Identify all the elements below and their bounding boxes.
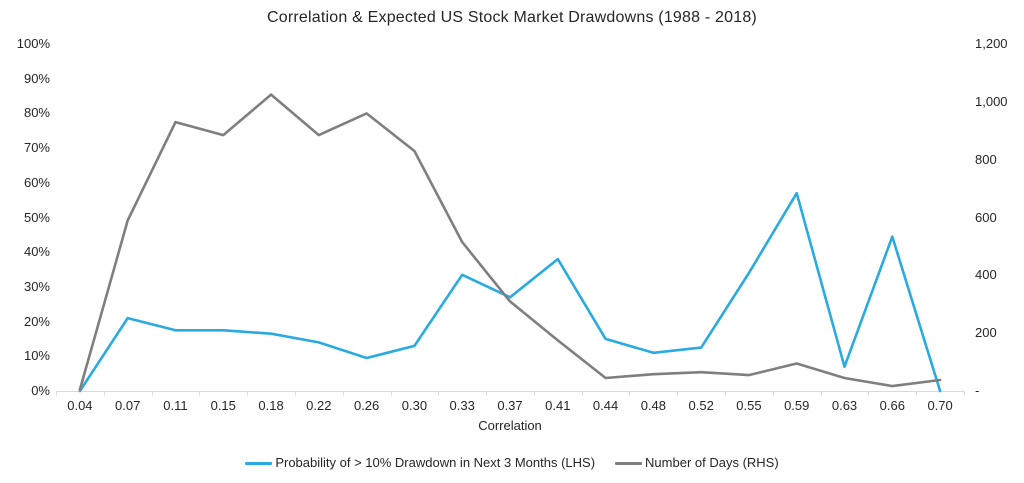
left-axis-tick-label: 90% [23, 70, 50, 86]
left-axis-tick-label: 10% [23, 348, 50, 364]
left-axis-tick-label: 0% [31, 383, 50, 398]
x-axis-tick-label: 0.18 [258, 398, 284, 413]
left-axis-tick-label: 70% [23, 140, 50, 156]
right-axis-tick-label: 1,000 [975, 93, 1008, 109]
x-axis-tick-label: 0.70 [927, 398, 953, 413]
x-axis-tick-label: 0.59 [784, 398, 810, 413]
legend-item-probability: Probability of > 10% Drawdown in Next 3 … [245, 455, 595, 471]
x-axis-tick-label: 0.41 [545, 398, 571, 413]
legend: Probability of > 10% Drawdown in Next 3 … [0, 455, 1024, 471]
chart-title: Correlation & Expected US Stock Market D… [267, 9, 757, 26]
x-axis-tick-label: 0.04 [67, 398, 93, 413]
x-axis-tick-label: 0.52 [688, 398, 714, 413]
x-axis-tick-label: 0.30 [401, 398, 428, 413]
x-axis-tick-label: 0.33 [449, 398, 475, 413]
x-axis-tick-label: 0.63 [831, 398, 858, 413]
series-line-1 [78, 93, 942, 391]
left-axis-tick-label: 100% [16, 36, 50, 51]
right-axis-tick-label: - [975, 383, 980, 398]
legend-label-days: Number of Days (RHS) [645, 455, 779, 470]
legend-label-probability: Probability of > 10% Drawdown in Next 3 … [275, 455, 596, 470]
x-axis-tick-label: 0.55 [736, 398, 762, 413]
left-axis-tick-label: 60% [23, 174, 50, 190]
x-axis-tick-label: 0.48 [640, 398, 667, 413]
series-line-0 [78, 191, 942, 393]
right-axis-tick-label: 200 [975, 325, 997, 341]
left-axis-tick-label: 20% [23, 313, 50, 329]
x-axis-tick-label: 0.66 [879, 398, 905, 413]
x-axis-tick-label: 0.22 [306, 398, 332, 413]
x-axis-tick-label: 0.15 [210, 398, 236, 413]
x-axis-tick-label: 0.07 [115, 398, 141, 413]
right-axis-tick-label: 800 [975, 151, 997, 167]
right-axis-tick-label: 400 [975, 267, 997, 283]
x-axis-tick-label: 0.44 [592, 398, 619, 413]
legend-line-sample-blue-icon [245, 461, 273, 465]
legend-line-sample-gray-icon [615, 461, 643, 465]
x-axis-tick-label: 0.11 [163, 398, 188, 413]
left-axis-tick-label: 30% [23, 278, 50, 294]
left-axis-tick-label: 50% [23, 209, 50, 225]
legend-item-days: Number of Days (RHS) [615, 455, 779, 471]
right-axis-tick-label: 1,200 [975, 36, 1008, 51]
x-axis-title: Correlation [478, 418, 542, 433]
x-axis-tick-label: 0.37 [497, 398, 523, 413]
x-axis-tick-label: 0.26 [353, 398, 380, 413]
left-axis-tick-label: 40% [23, 244, 50, 260]
right-axis-tick-label: 600 [975, 209, 997, 225]
left-axis-tick-label: 80% [23, 105, 50, 121]
